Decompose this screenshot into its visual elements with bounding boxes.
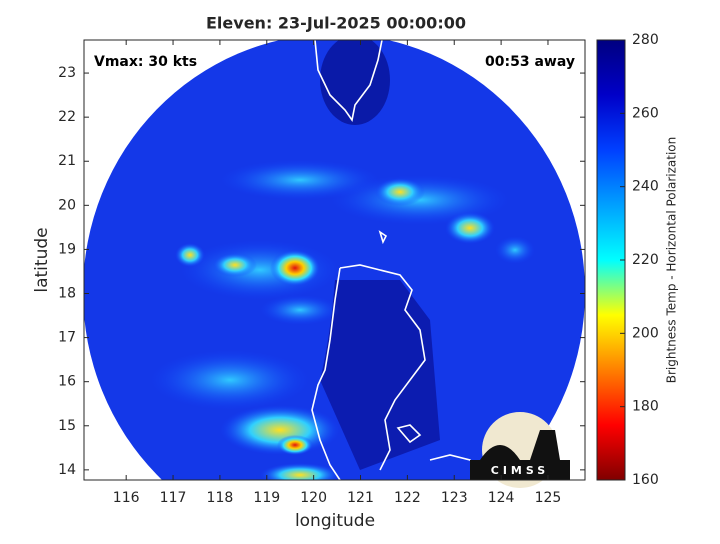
- colorbar-label: Brightness Temp - Horizontal Polarizatio…: [665, 137, 679, 384]
- y-tick-label: 15: [58, 418, 76, 434]
- colorbar-tick-label: 260: [632, 105, 659, 121]
- annotation: Vmax: 30 kts: [94, 54, 197, 70]
- x-axis-label: longitude: [295, 511, 375, 531]
- imagery: [84, 40, 585, 480]
- x-tick-label: 118: [207, 490, 234, 506]
- logo-text: CIMSS: [491, 464, 549, 477]
- y-tick-label: 17: [58, 330, 76, 346]
- x-tick-label: 119: [253, 490, 280, 506]
- y-tick-label: 16: [58, 374, 76, 390]
- x-tick-label: 123: [441, 490, 468, 506]
- x-tick-label: 117: [160, 490, 187, 506]
- x-tick-label: 125: [535, 490, 562, 506]
- x-tick-label: 122: [394, 490, 421, 506]
- x-tick-label: 120: [300, 490, 327, 506]
- colorbar-tick-label: 200: [632, 325, 659, 341]
- y-tick-label: 19: [58, 241, 76, 257]
- y-tick-label: 22: [58, 109, 76, 125]
- chart-title: Eleven: 23-Jul-2025 00:00:00: [206, 14, 466, 33]
- y-tick-label: 18: [58, 286, 76, 302]
- x-tick-label: 116: [113, 490, 140, 506]
- colorbar-tick-label: 180: [632, 399, 659, 415]
- annotation: 00:53 away: [485, 54, 575, 70]
- colorbar-tick-label: 220: [632, 252, 659, 268]
- x-tick-label: 124: [488, 490, 515, 506]
- x-tick-label: 121: [347, 490, 374, 506]
- y-tick-label: 20: [58, 197, 76, 213]
- y-axis-label: latitude: [32, 227, 52, 292]
- colorbar-tick-label: 160: [632, 472, 659, 488]
- y-tick-label: 23: [58, 65, 76, 81]
- colorbar-tick-label: 240: [632, 179, 659, 195]
- axes-box: [83, 39, 586, 481]
- colorbar-tick-label: 280: [632, 32, 659, 48]
- logo: CIMSS: [470, 412, 570, 488]
- y-tick-label: 14: [58, 462, 76, 478]
- y-tick-label: 21: [58, 153, 76, 169]
